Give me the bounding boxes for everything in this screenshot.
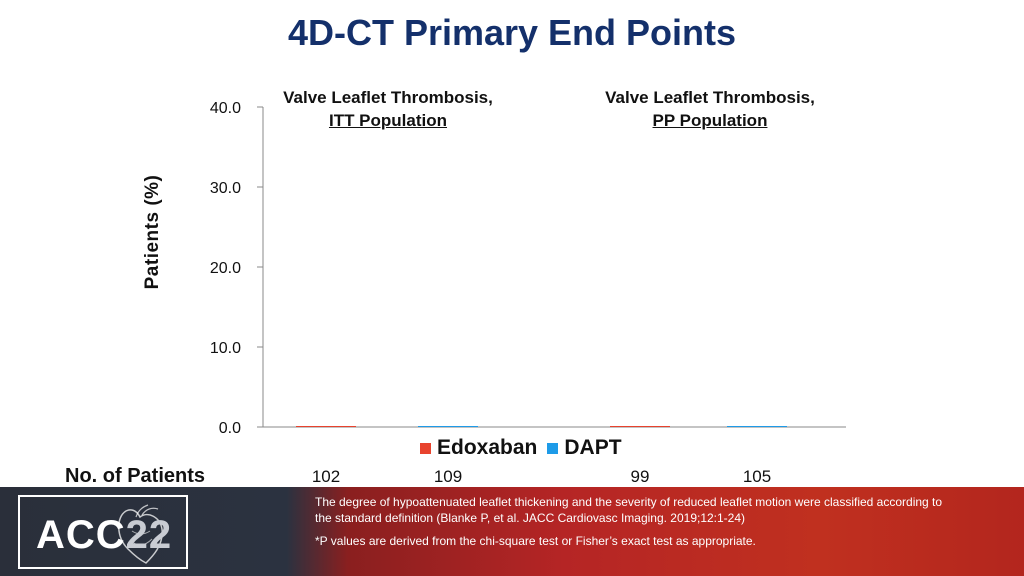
chart-legend: Edoxaban DAPT <box>420 436 632 460</box>
bar-edoxaban <box>610 426 670 427</box>
legend-item-edoxaban: Edoxaban <box>420 436 537 460</box>
y-tick-label: 20.0 <box>210 260 241 277</box>
legend-label-dapt: DAPT <box>564 436 622 459</box>
bar-dapt <box>418 426 478 427</box>
panel-title-pp: Valve Leaflet Thrombosis, PP Population <box>580 86 840 132</box>
y-axis-label: Patients (%) <box>142 174 163 290</box>
logo-number: 22 <box>125 513 173 557</box>
bar-chart: 0.0 10.0 20.0 30.0 40.0 <box>210 100 846 437</box>
heart-icon <box>118 504 163 564</box>
patients-count-pp-edoxaban: 99 <box>630 467 650 486</box>
acc22-logo: ACC22 <box>18 495 188 569</box>
logo-text: ACC22 <box>36 513 172 558</box>
y-tick-label: 30.0 <box>210 180 241 197</box>
footnote-pvalues: *P values are derived from the chi-squar… <box>315 534 756 548</box>
bar-dapt <box>727 426 787 427</box>
patients-count-itt-dapt: 109 <box>433 467 463 486</box>
legend-label-edoxaban: Edoxaban <box>437 436 538 459</box>
patients-count-itt-edoxaban: 102 <box>311 467 341 486</box>
patients-count-label: No. of Patients <box>65 465 206 487</box>
legend-item-dapt: DAPT <box>547 436 622 460</box>
panel-title-pp-line1: Valve Leaflet Thrombosis, <box>605 88 815 107</box>
logo-letters: ACC <box>36 513 126 557</box>
footnote-definition: The degree of hypoattenuated leaflet thi… <box>315 495 943 525</box>
legend-swatch-dapt <box>547 442 559 454</box>
patients-count-pp-dapt: 105 <box>742 467 772 486</box>
panel-title-pp-line2: PP Population <box>652 111 768 130</box>
bar-edoxaban <box>296 426 356 427</box>
y-tick-label: 40.0 <box>210 100 241 117</box>
legend-swatch-edoxaban <box>420 442 431 454</box>
y-tick-label: 10.0 <box>210 340 241 357</box>
y-tick-label: 0.0 <box>219 420 241 437</box>
panel-title-itt-line1: Valve Leaflet Thrombosis, <box>283 88 493 107</box>
panel-title-itt-line2: ITT Population <box>328 111 448 130</box>
footer-banner: ACC22 The degree of hypoattenuated leafl… <box>0 487 1024 576</box>
panel-title-itt: Valve Leaflet Thrombosis, ITT Population <box>258 86 518 132</box>
page-title: 4D-CT Primary End Points <box>287 12 737 53</box>
